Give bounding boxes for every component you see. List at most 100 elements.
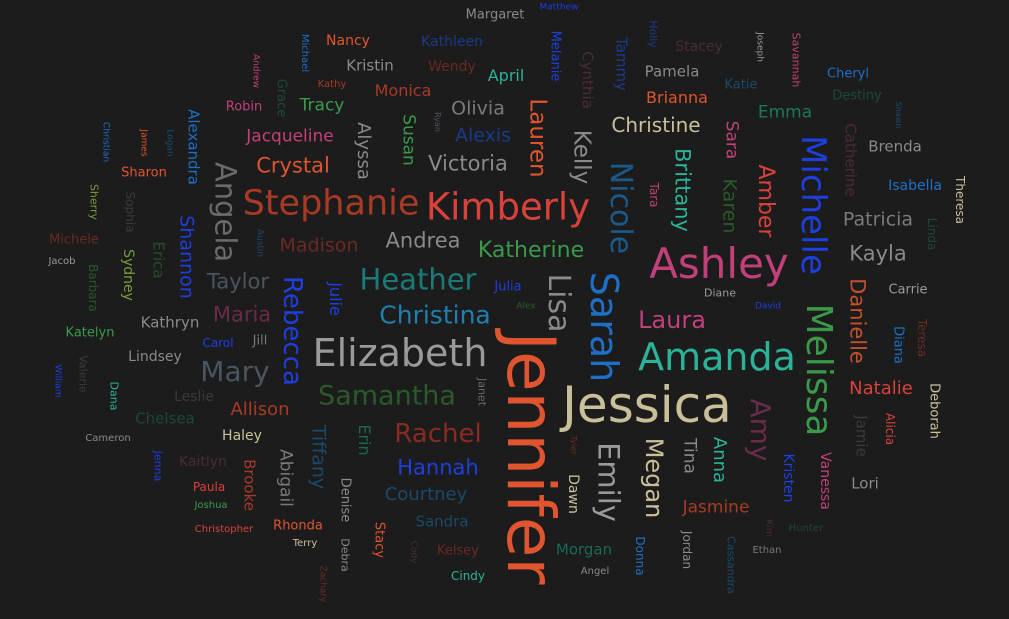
word-terry: Terry [292,538,318,549]
word-sarah: Sarah [582,271,626,383]
word-nicole: Nicole [603,161,638,255]
word-destiny: Destiny [832,88,882,104]
word-alyssa: Alyssa [353,122,374,180]
word-tina: Tina [679,438,700,474]
word-morgan: Morgan [555,540,613,559]
word-monica: Monica [374,81,432,100]
word-ashley: Ashley [649,239,789,288]
word-jacqueline: Jacqueline [246,126,334,147]
word-brooke: Brooke [240,459,259,511]
word-sandra: Sandra [415,512,469,531]
word-alexis: Alexis [454,124,512,147]
word-robin: Robin [225,99,263,115]
word-patricia: Patricia [842,208,914,231]
word-lori: Lori [851,474,879,493]
word-austin: Austin [254,228,265,258]
word-danielle: Danielle [845,278,870,364]
word-anna: Anna [709,436,730,484]
word-maria: Maria [212,302,272,327]
word-angel: Angel [580,566,610,577]
word-mary: Mary [200,355,270,388]
word-holly: Holly [646,20,660,48]
word-victoria: Victoria [428,151,508,176]
word-christian: Christian [100,121,111,163]
word-cindy: Cindy [450,569,486,583]
word-taylor: Taylor [207,269,269,294]
word-kaitlyn: Kaitlyn [179,454,227,470]
word-dawn: Dawn [565,474,581,514]
word-chelsea: Chelsea [135,409,195,428]
word-kim: Kim [763,519,774,537]
word-jacob: Jacob [48,256,76,267]
word-jordan: Jordan [680,530,694,570]
word-jamie: Jamie [852,415,871,457]
word-julia: Julia [494,279,522,295]
word-madison: Madison [279,234,359,257]
word-denise: Denise [337,477,353,523]
word-sharon: Sharon [121,165,167,181]
word-deborah: Deborah [926,383,942,439]
word-erica: Erica [149,241,168,279]
word-allison: Allison [230,399,290,420]
word-amanda: Amanda [638,335,796,379]
word-elizabeth: Elizabeth [312,331,488,375]
word-pamela: Pamela [644,62,700,81]
word-rachel: Rachel [394,419,482,449]
word-melanie: Melanie [547,30,563,82]
word-april: April [487,66,525,85]
word-michael: Michael [299,33,310,73]
word-james: James [138,129,149,157]
word-barbara: Barbara [86,264,100,312]
word-kelsey: Kelsey [437,543,479,559]
word-heather: Heather [359,262,477,297]
word-cheryl: Cheryl [827,66,869,82]
word-joshua: Joshua [194,500,228,511]
word-abigail: Abigail [275,449,296,507]
word-diane: Diane [703,286,737,300]
word-katherine: Katherine [477,238,585,263]
word-jasmine: Jasmine [682,497,750,518]
word-brittany: Brittany [670,148,695,232]
word-paula: Paula [192,480,226,494]
word-tammy: Tammy [612,37,631,91]
word-janet: Janet [475,377,489,407]
word-rhonda: Rhonda [273,518,323,534]
word-sydney: Sydney [120,249,136,301]
word-stacy: Stacy [371,521,387,559]
word-hannah: Hannah [397,455,479,480]
word-courtney: Courtney [384,484,468,505]
word-angela: Angela [208,161,243,263]
word-sherry: Sherry [87,183,101,221]
word-olivia: Olivia [451,97,505,120]
word-michelle: Michelle [793,135,833,275]
word-andrea: Andrea [385,228,461,253]
word-tyler: Tyler [569,435,578,455]
word-cody: Cody [408,540,419,564]
word-kathleen: Kathleen [421,34,483,50]
word-leslie: Leslie [174,389,214,405]
word-diana: Diana [890,326,906,364]
word-matthew: Matthew [539,2,579,13]
word-tracy: Tracy [299,95,345,116]
word-jenna: Jenna [151,450,165,482]
word-emma: Emma [757,102,813,123]
word-shannon: Shannon [175,215,198,299]
word-brianna: Brianna [646,88,708,107]
word-kayla: Kayla [849,241,907,266]
word-lisa: Lisa [541,273,576,333]
word-tara: Tara [647,182,661,208]
word-julie: Julie [326,282,345,316]
word-william: William [52,364,63,398]
word-cynthia: Cynthia [578,51,597,109]
word-rebecca: Rebecca [277,276,307,386]
word-alicia: Alicia [883,412,897,446]
word-megan: Megan [640,437,668,519]
word-savannah: Savannah [789,32,803,88]
word-joseph: Joseph [754,32,765,62]
word-theresa: Theresa [953,176,967,224]
word-kristen: Kristen [780,453,796,503]
word-amber: Amber [753,164,778,238]
word-brenda: Brenda [868,137,922,156]
word-jessica: Jessica [562,376,732,434]
word-amy: Amy [744,398,777,462]
